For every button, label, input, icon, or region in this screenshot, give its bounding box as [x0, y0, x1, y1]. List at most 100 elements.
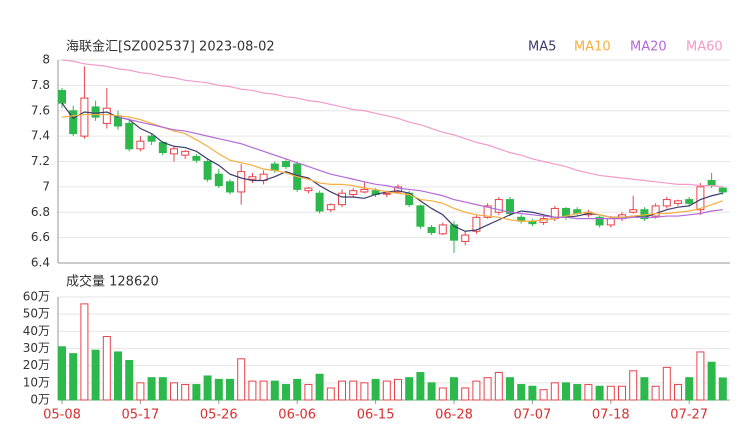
volume-bar — [539, 389, 548, 401]
y-tick-label: 7.6 — [31, 103, 50, 117]
candle-body — [506, 199, 514, 215]
volume-bar — [304, 384, 313, 401]
y-tick-label: 8 — [42, 53, 50, 67]
x-tick-label: 07-27 — [670, 408, 708, 423]
candle-body — [203, 161, 212, 180]
volume-bar — [640, 377, 649, 401]
volume-bar — [573, 384, 582, 401]
volume-bar — [528, 385, 537, 401]
volume-bar — [382, 380, 391, 401]
candle-body — [270, 163, 279, 171]
candle-body — [416, 205, 425, 227]
volume-bar — [707, 361, 716, 401]
x-tick-label: 07-18 — [592, 408, 630, 423]
candle-body — [214, 173, 223, 187]
x-tick-label: 06-15 — [357, 408, 395, 423]
candle-body — [237, 171, 246, 193]
volume-bar — [472, 380, 481, 401]
legend-entry: MA20 — [630, 40, 667, 55]
candle-body — [192, 155, 201, 161]
volume-bar — [349, 380, 358, 401]
ma-line — [61, 113, 723, 222]
candle-body — [595, 216, 604, 226]
volume-bar — [394, 378, 402, 401]
volume-bar — [416, 372, 425, 401]
y-tick-label: 50万 — [23, 307, 50, 321]
y-tick-label: 40万 — [23, 324, 50, 338]
candle-body — [338, 192, 346, 206]
legend-entry: MA5 — [528, 40, 556, 55]
volume-bar — [606, 385, 615, 401]
candle-body — [483, 205, 492, 218]
volume-bar — [326, 387, 335, 401]
volume-bar — [685, 377, 694, 401]
volume-bar — [226, 378, 234, 401]
candle-body — [651, 205, 660, 217]
candle-body — [427, 226, 436, 234]
volume-bar — [58, 346, 66, 401]
candle-body — [181, 150, 190, 156]
volume-bar — [136, 382, 145, 401]
y-tick-label: 7.4 — [31, 129, 50, 143]
legend-entry: MA10 — [574, 40, 611, 55]
volume-bar — [338, 380, 346, 401]
volume-bar — [494, 372, 503, 401]
x-tick-label: 05-17 — [122, 408, 160, 423]
volume-bar — [158, 377, 167, 401]
y-tick-label: 30万 — [23, 341, 50, 355]
x-tick-label: 06-06 — [278, 408, 316, 423]
volume-bar — [170, 382, 178, 401]
volume-bar — [237, 358, 246, 401]
candle-body — [282, 161, 290, 168]
legend-entry: MA60 — [686, 40, 723, 55]
y-tick-label: 7.2 — [31, 154, 50, 168]
volume-bar — [192, 384, 201, 401]
volume-title: 成交量 128620 — [66, 274, 159, 290]
volume-bar — [651, 385, 660, 401]
volume-bar — [405, 377, 414, 401]
candle-body — [629, 209, 638, 213]
volume-bar — [293, 378, 302, 401]
y-tick-label: 10万 — [23, 375, 50, 389]
y-tick-label: 0万 — [30, 393, 50, 407]
volume-bar — [427, 382, 436, 401]
candle-body — [91, 106, 100, 118]
candle-body — [125, 122, 134, 150]
candle-body — [685, 199, 694, 204]
volume-bar — [461, 387, 470, 401]
candle-body — [304, 187, 313, 192]
candle-body — [326, 204, 335, 211]
volume-bar — [662, 366, 671, 401]
candle-body — [382, 192, 391, 195]
x-tick-label: 07-07 — [514, 408, 552, 423]
candle-body — [80, 97, 89, 137]
volume-bar — [114, 351, 122, 401]
volume-bar — [80, 303, 89, 401]
volume-bar — [203, 375, 212, 401]
y-tick-label: 60万 — [23, 290, 50, 304]
y-tick-label: 6.6 — [31, 230, 50, 244]
volume-bar — [618, 385, 626, 401]
candle-body — [662, 199, 671, 207]
x-tick-label: 05-08 — [43, 408, 81, 423]
candle-body — [170, 148, 178, 155]
volume-bar — [282, 384, 290, 401]
candle-body — [69, 110, 78, 135]
candle-body — [158, 141, 167, 154]
candle-body — [360, 188, 369, 193]
ma-line — [61, 59, 723, 188]
chart-title: 海联金汇[SZ002537] 2023-08-02 — [66, 39, 275, 55]
candle-body — [438, 224, 447, 235]
volume-bar — [595, 385, 604, 401]
volume-bar — [147, 377, 156, 401]
volume-bar — [674, 384, 682, 401]
candle-body — [707, 180, 716, 187]
volume-bar — [438, 387, 447, 401]
y-tick-label: 20万 — [23, 358, 50, 372]
candle-body — [136, 140, 145, 150]
volume-bar — [259, 380, 268, 401]
volume-bar — [270, 380, 279, 401]
volume-bar — [629, 370, 638, 401]
volume-bar — [91, 349, 100, 401]
volume-bar — [69, 353, 78, 401]
